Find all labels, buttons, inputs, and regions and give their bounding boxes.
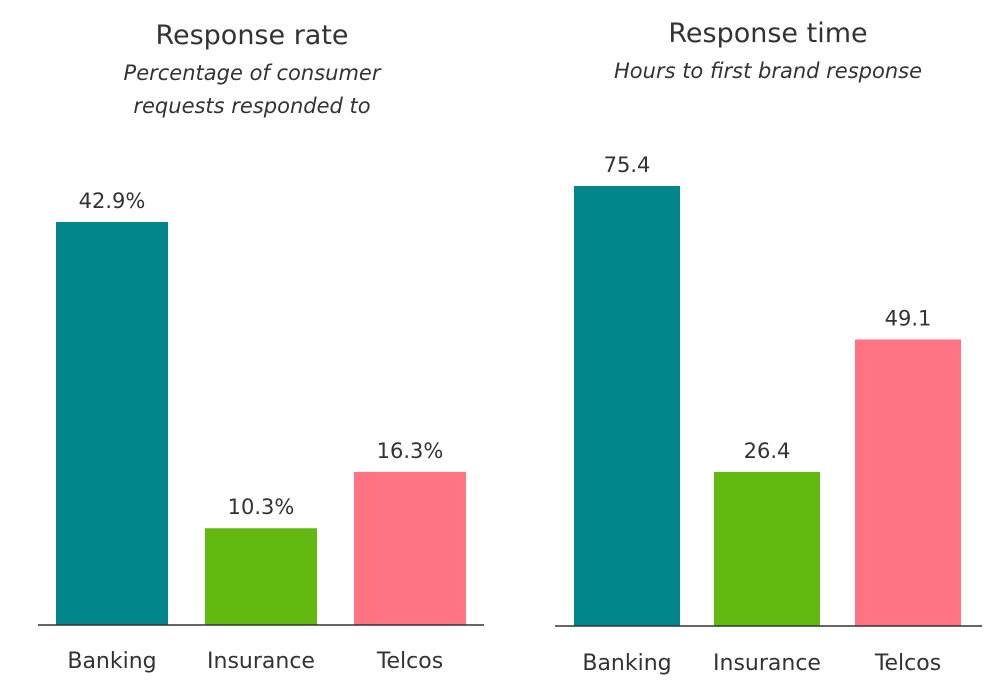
value-label-telcos: 49.1: [885, 306, 932, 330]
bar-telcos: [354, 471, 466, 625]
bar-banking: [574, 186, 680, 626]
chart-subtitle: Percentage of consumer: [124, 61, 382, 85]
response-rate-chart: Response rate Percentage of consumer reque…: [38, 20, 484, 674]
chart-title: Response time: [668, 18, 867, 49]
value-label-banking: 42.9%: [79, 189, 146, 213]
value-label-insurance: 10.3%: [228, 495, 295, 519]
bar-insurance: [714, 471, 820, 626]
category-label-insurance: Insurance: [713, 651, 821, 676]
response-time-chart: Response time Hours to first brand respon…: [555, 18, 982, 676]
category-label-telcos: Telcos: [376, 649, 443, 674]
bar-banking: [56, 222, 168, 625]
value-label-insurance: 26.4: [744, 439, 791, 463]
bar-insurance: [205, 528, 317, 625]
value-label-telcos: 16.3%: [377, 439, 444, 463]
category-label-banking: Banking: [67, 649, 156, 674]
chart-subtitle: Hours to first brand response: [614, 59, 922, 83]
chart-subtitle: requests responded to: [133, 94, 370, 118]
chart-title: Response rate: [155, 20, 348, 51]
category-label-banking: Banking: [582, 651, 671, 676]
value-label-banking: 75.4: [604, 153, 651, 177]
category-label-telcos: Telcos: [874, 651, 941, 676]
category-label-insurance: Insurance: [207, 649, 315, 674]
bar-telcos: [855, 339, 961, 626]
